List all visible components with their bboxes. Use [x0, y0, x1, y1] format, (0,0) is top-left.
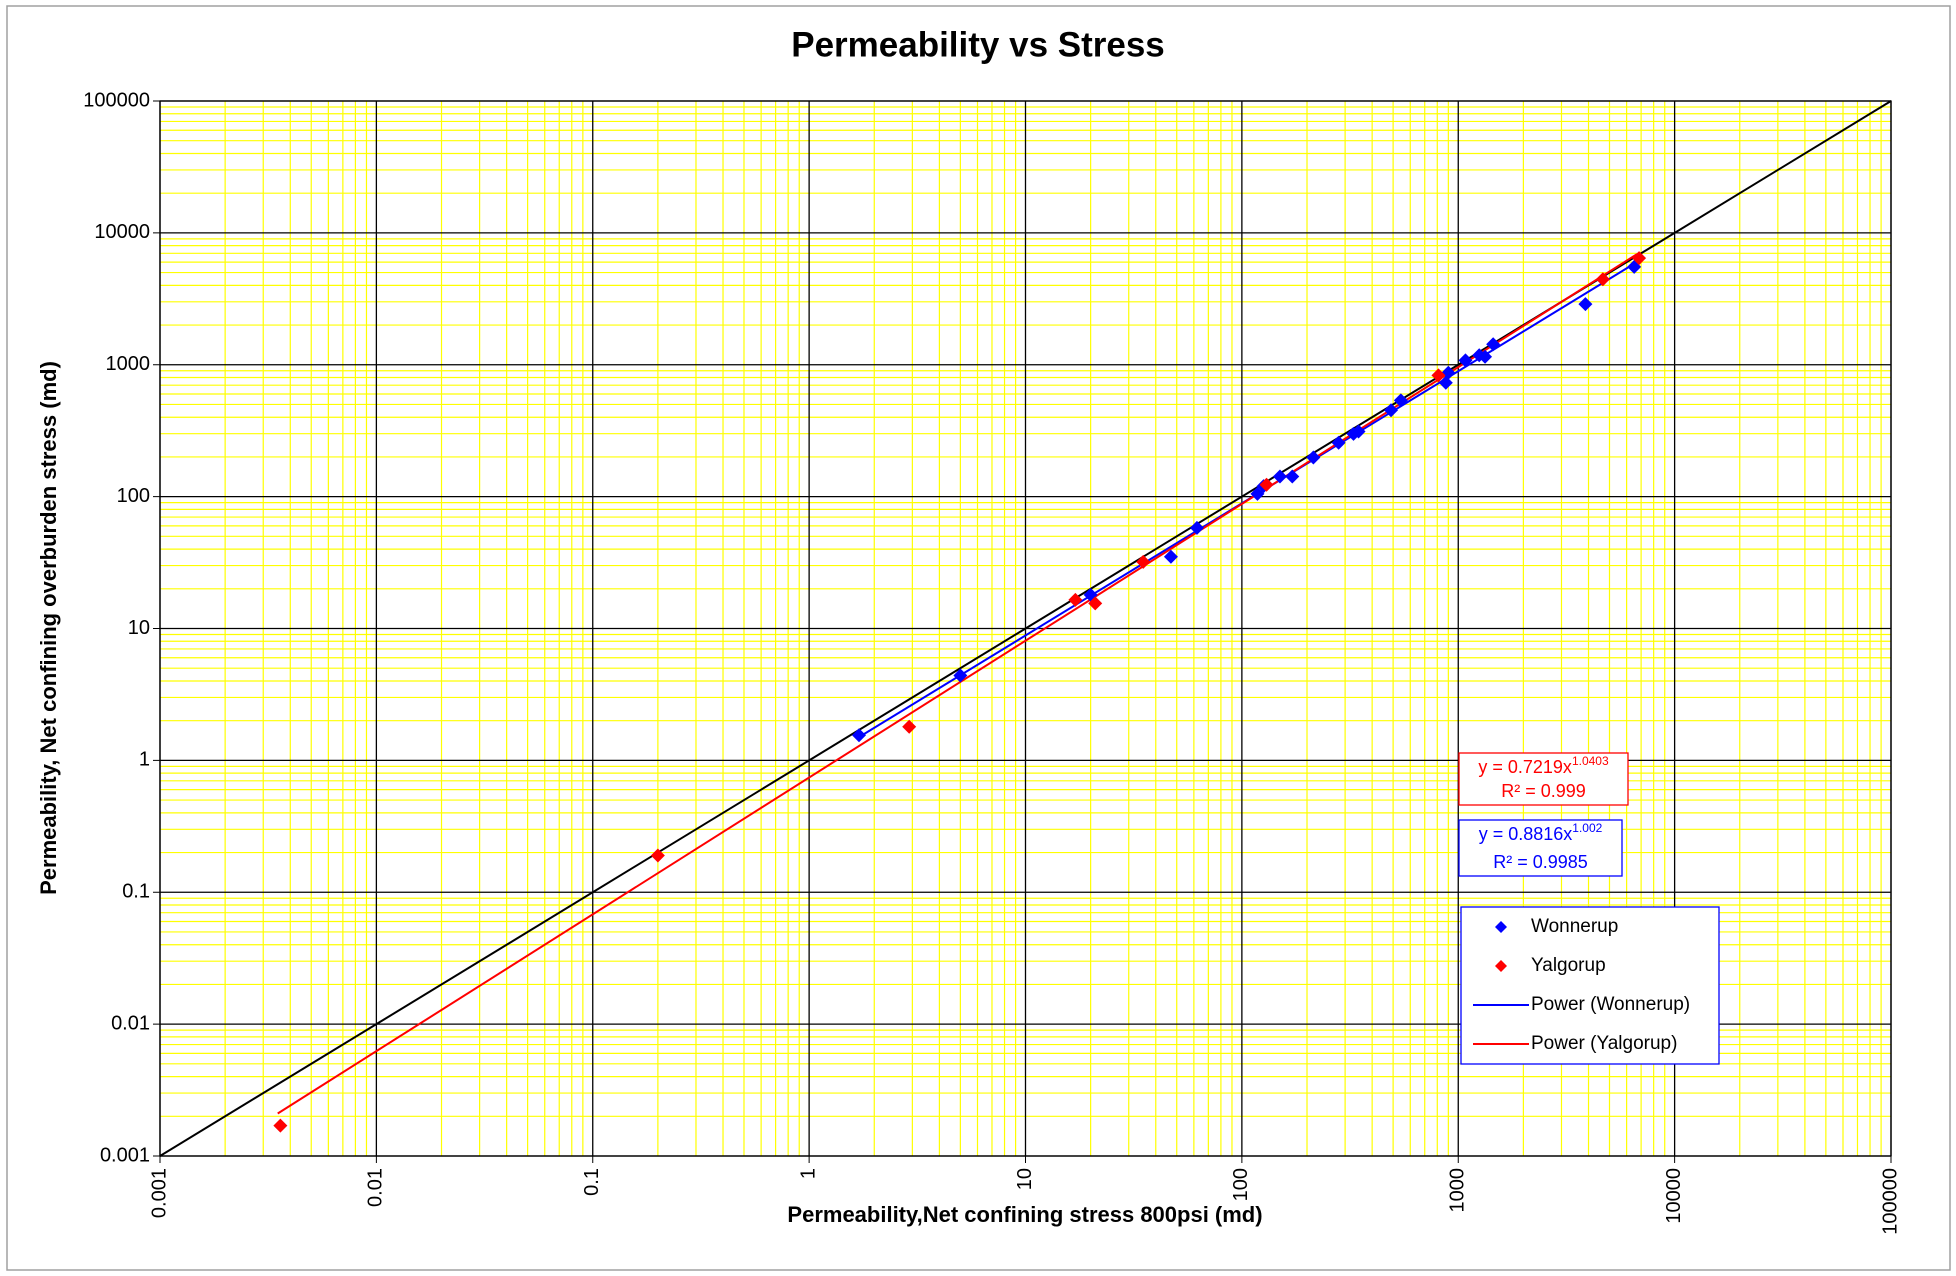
marker: [1259, 477, 1274, 492]
marker: [1458, 353, 1473, 368]
marker: [1068, 592, 1083, 607]
marker: [1578, 297, 1593, 312]
marker: [273, 1118, 288, 1133]
marker: [1163, 549, 1178, 564]
y-tick-label: 0.1: [122, 881, 150, 903]
marker: [953, 668, 968, 683]
legend-marker: [1495, 921, 1507, 933]
legend-box: [1460, 906, 1720, 1065]
x-tick-label: 0.1: [581, 1168, 603, 1196]
legend-marker: [1495, 960, 1507, 972]
annotation-box: [1458, 752, 1629, 806]
marker: [1306, 450, 1321, 465]
x-tick-label: 0.01: [365, 1168, 387, 1207]
marker: [902, 719, 917, 734]
legend-label: Power (Yalgorup): [1531, 1033, 1677, 1054]
y-tick-label: 0.01: [111, 1012, 150, 1034]
annotation-r2: R² = 0.999: [1501, 781, 1586, 801]
plot-frame: [159, 100, 1892, 1157]
y-tick-label: 0.001: [100, 1144, 150, 1166]
marker: [1478, 349, 1493, 364]
legend-label: Power (Wonnerup): [1531, 994, 1690, 1015]
marker: [1189, 520, 1204, 535]
marker: [1285, 469, 1300, 484]
marker: [1632, 251, 1647, 266]
marker: [1351, 424, 1366, 439]
equation-exponent: 1.002: [1572, 821, 1602, 835]
marker: [1331, 435, 1346, 450]
y-axis-label: Permeability, Net confining overburden s…: [36, 361, 61, 895]
marker: [1441, 365, 1456, 380]
y-tick-label: 10: [128, 617, 150, 639]
x-tick-label: 10000: [1663, 1168, 1685, 1224]
x-tick-label: 10: [1014, 1168, 1036, 1190]
y-tick-label: 100: [117, 485, 150, 507]
trend-line: [277, 253, 1638, 1115]
y-tick-label: 10000: [94, 221, 150, 243]
marker: [1272, 469, 1287, 484]
marker: [1088, 596, 1103, 611]
chart-title: Permeability vs Stress: [791, 25, 1165, 64]
annotation-box: [1458, 819, 1623, 877]
legend-label: Yalgorup: [1531, 955, 1606, 976]
marker: [650, 848, 665, 863]
equation-exponent: 1.0403: [1572, 754, 1609, 768]
marker: [1384, 403, 1399, 418]
marker: [1136, 554, 1151, 569]
equation-text: y = 0.8816x: [1479, 824, 1573, 844]
x-tick-label: 100: [1230, 1168, 1252, 1201]
x-tick-label: 1: [797, 1168, 819, 1179]
x-axis-label: Permeability,Net confining stress 800psi…: [787, 1202, 1262, 1227]
y-tick-label: 1000: [106, 353, 151, 375]
marker: [1595, 272, 1610, 287]
annotation-equation: y = 0.8816x1.002: [1479, 821, 1603, 844]
x-tick-label: 1000: [1447, 1168, 1469, 1213]
marker: [851, 728, 866, 743]
annotation-r2: R² = 0.9985: [1493, 852, 1588, 872]
y-tick-label: 1: [139, 749, 150, 771]
marker: [1438, 375, 1453, 390]
marker: [1431, 368, 1446, 383]
x-tick-label: 0.001: [148, 1168, 170, 1218]
equation-text: y = 0.7219x: [1478, 757, 1572, 777]
y-tick-label: 100000: [83, 89, 150, 111]
legend-label: Wonnerup: [1531, 916, 1618, 937]
annotation-equation: y = 0.7219x1.0403: [1478, 754, 1609, 777]
x-tick-label: 100000: [1879, 1168, 1901, 1235]
marker: [1486, 337, 1501, 352]
marker: [1393, 393, 1408, 408]
